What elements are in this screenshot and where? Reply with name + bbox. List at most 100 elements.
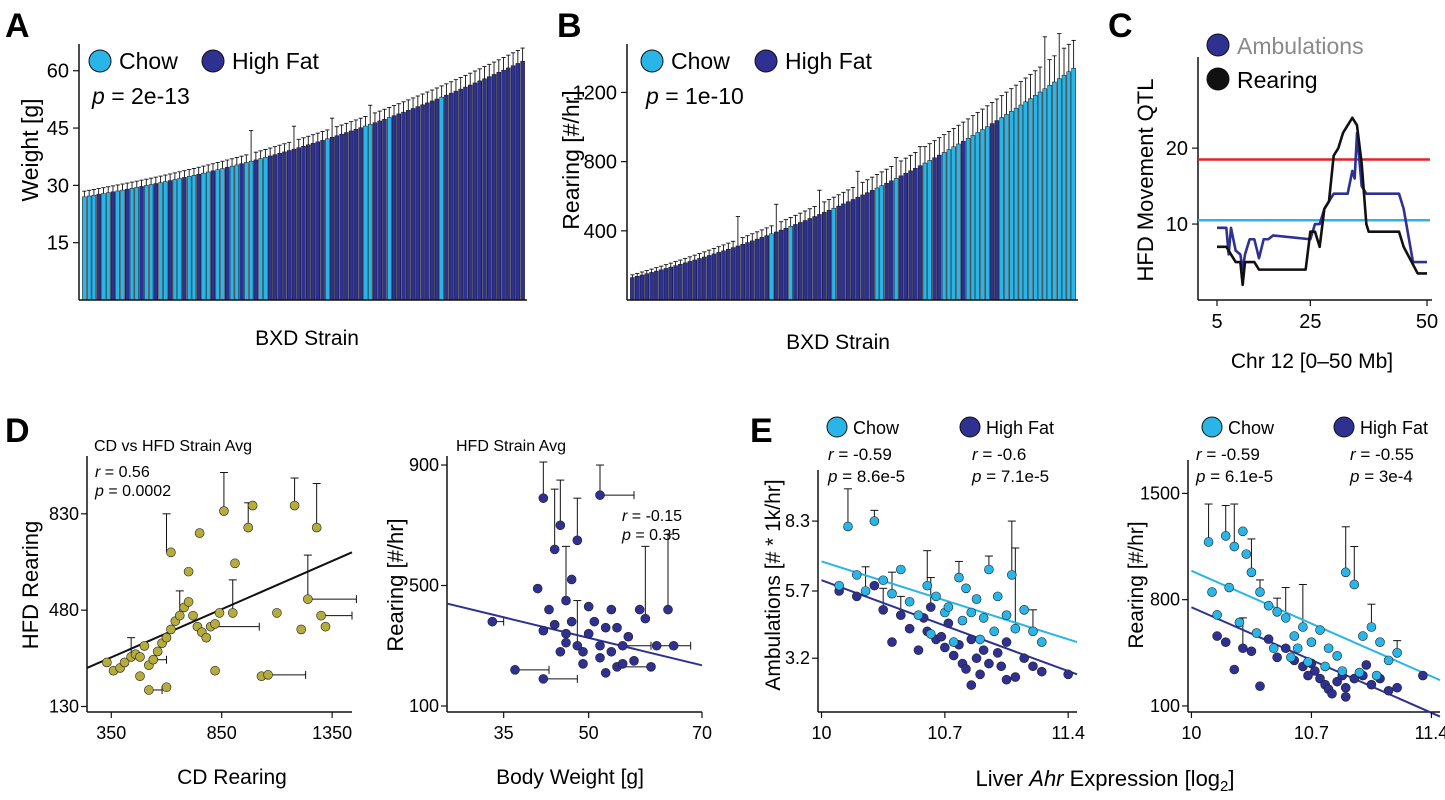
panel-e2-chow-p: p = 6.1e-5 [1195, 467, 1273, 486]
bar [467, 84, 473, 301]
data-point [922, 580, 933, 591]
data-point [629, 655, 639, 666]
bar [148, 184, 154, 301]
bar [759, 237, 765, 301]
bar [391, 115, 397, 301]
data-point [1272, 652, 1282, 663]
data-point [161, 682, 172, 693]
bar [807, 218, 813, 301]
legend-b-highfat-dot [754, 49, 778, 73]
data-point [166, 624, 176, 635]
bar [932, 157, 937, 301]
bar [229, 165, 235, 301]
data-point [606, 646, 617, 657]
panel-b-yticks: 400 800 1200 [573, 82, 627, 243]
bar [434, 98, 440, 301]
data-point [600, 622, 611, 633]
data-point [589, 616, 600, 627]
data-point [1246, 646, 1257, 657]
bar [673, 265, 678, 301]
bar [769, 233, 774, 301]
data-point [183, 597, 194, 607]
data-point [311, 522, 322, 533]
data-point [1268, 643, 1279, 654]
data-point [1220, 637, 1231, 647]
data-point [1263, 600, 1274, 611]
data-point [966, 634, 977, 645]
data-point [1340, 692, 1351, 702]
bar [253, 159, 259, 301]
panel-d2-ticks: 35 50 70 100 500 900 [409, 455, 712, 743]
panel-d1: 350 850 1350 130 480 830 CD vs HFD Strain Avg… [18, 438, 357, 789]
data-point [1320, 661, 1330, 672]
panel-d2-title: HFD Strain Avg [456, 438, 566, 455]
data-point [538, 625, 549, 636]
bar [735, 245, 741, 301]
bar [344, 132, 349, 301]
bar [999, 117, 1004, 301]
data-point [1238, 526, 1248, 537]
data-point [272, 608, 282, 618]
data-point [572, 640, 583, 651]
bar [750, 240, 755, 301]
y-tick-label: 800 [584, 152, 617, 174]
legend-e2-highfat-label: High Fat [1360, 418, 1428, 438]
data-point [925, 602, 936, 612]
bar [893, 178, 899, 301]
data-point [948, 650, 959, 661]
data-point [971, 594, 982, 604]
panel-d2-xlabel: Body Weight [g] [496, 766, 644, 789]
y-tick-label: 60 [47, 61, 69, 83]
bar [654, 270, 659, 301]
panel-c-xlabel: Chr 12 [0–50 Mb] [1231, 350, 1393, 373]
data-point [183, 566, 194, 577]
bar [282, 151, 287, 301]
panel-c-ticks: 5 25 50 10 20 [1166, 138, 1438, 333]
bar [172, 179, 178, 301]
y-tick-label: 500 [409, 576, 439, 596]
y-tick-label: 400 [584, 221, 617, 243]
panel-a-ylabel: Weight [g] [17, 98, 43, 201]
data-point [904, 623, 915, 634]
x-tick-label: 70 [692, 723, 712, 743]
panel-d1-ylabel: HFD Rearing [18, 521, 43, 649]
bar [105, 192, 111, 301]
bar [396, 113, 402, 301]
bar [634, 276, 640, 301]
data-point [1383, 655, 1394, 666]
bar [975, 132, 980, 301]
panel-d1-r: r = 0.56 [95, 464, 150, 481]
y-tick-label: 8.3 [785, 511, 810, 531]
data-point [1315, 625, 1325, 635]
panel-label-b: B [557, 7, 582, 45]
data-point [1028, 626, 1038, 637]
data-point [1303, 670, 1313, 681]
bar [277, 153, 282, 301]
data-point [303, 594, 313, 604]
bar [482, 78, 487, 301]
bar [687, 261, 693, 301]
data-point [878, 605, 888, 615]
data-point [1358, 631, 1368, 641]
data-point [538, 493, 549, 503]
data-point [296, 624, 307, 635]
data-point [578, 646, 588, 657]
bar [453, 90, 459, 301]
data-point [144, 685, 154, 695]
bar [120, 189, 125, 301]
bar [649, 272, 654, 301]
bar [248, 160, 254, 301]
y-tick-label: 900 [409, 455, 439, 475]
bar [315, 141, 321, 301]
panel-label-e: E [750, 412, 773, 450]
panel-e2-chow-r: r = -0.59 [1196, 445, 1260, 464]
bar [291, 148, 297, 301]
bar [869, 190, 875, 301]
data-point [210, 619, 220, 629]
bar [812, 216, 817, 301]
bar [941, 152, 947, 301]
bar [125, 188, 130, 301]
panel-e1-marks [821, 488, 1078, 690]
x-tick-label: 10 [812, 723, 832, 743]
data-point [1229, 541, 1240, 552]
